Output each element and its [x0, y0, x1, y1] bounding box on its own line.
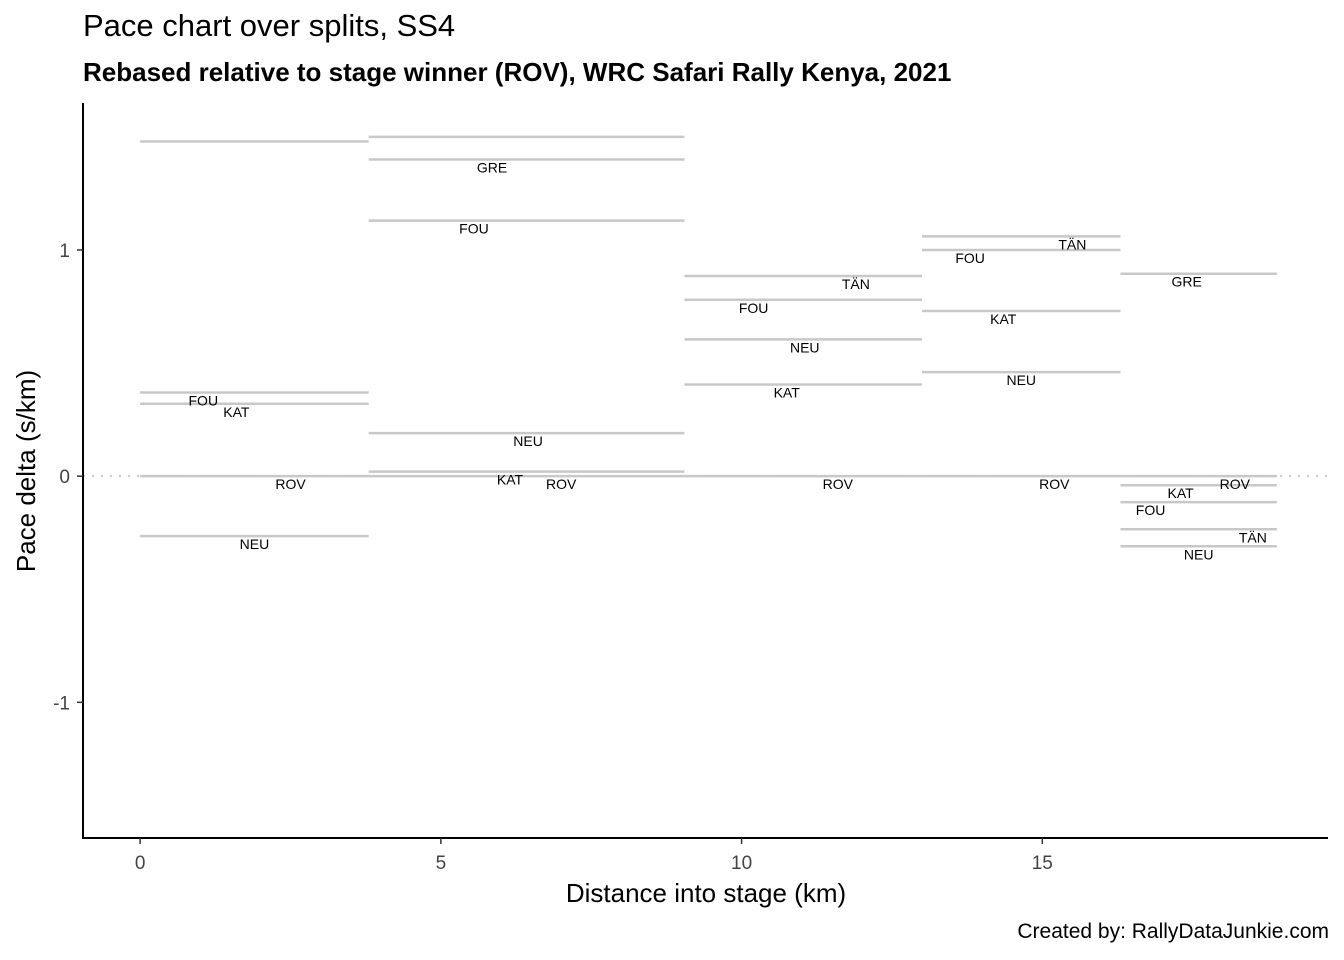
segment-label: TÄN	[1058, 236, 1086, 252]
segment-label: ROV	[275, 476, 306, 492]
x-ticks-layer: 0 5 10 15	[135, 838, 1053, 874]
x-axis-title: Distance into stage (km)	[566, 878, 846, 908]
x-tick-label: 0	[135, 853, 146, 874]
y-tick-label: 1	[59, 241, 70, 262]
segment-label: TÄN	[1239, 529, 1267, 545]
segment-label: TÄN	[842, 276, 870, 292]
segment-label: ROV	[1039, 476, 1070, 492]
segment-label: KAT	[223, 404, 250, 420]
segment-label: GRE	[1171, 274, 1201, 290]
chart-title: Pace chart over splits, SS4	[83, 8, 456, 43]
x-tick-label: 10	[731, 853, 752, 874]
segment-label: NEU	[1184, 546, 1214, 562]
segment-label: ROV	[823, 476, 854, 492]
segment-label: KAT	[1168, 485, 1195, 501]
segment-label: NEU	[240, 536, 270, 552]
segment-label: GRE	[477, 160, 507, 176]
segment-label: FOU	[1136, 502, 1166, 518]
axes-layer	[82, 103, 1328, 839]
segment-label: KAT	[990, 311, 1017, 327]
segment-label: FOU	[459, 221, 489, 237]
segment-label: ROV	[1220, 476, 1251, 492]
segment-label: FOU	[189, 392, 219, 408]
segment-labels-layer: NEUROVKATFOUROVKATNEUFOUGREROVKATNEUFOUT…	[189, 160, 1267, 563]
segment-label: ROV	[546, 476, 577, 492]
segments-layer	[140, 135, 1277, 548]
x-tick-label: 5	[436, 853, 447, 874]
segment-label: KAT	[497, 472, 524, 488]
segment-label: FOU	[739, 300, 769, 316]
y-tick-label: -1	[53, 693, 70, 714]
chart-caption: Created by: RallyDataJunkie.com	[1017, 920, 1329, 943]
segment-label: NEU	[1006, 372, 1036, 388]
segment-label: NEU	[790, 339, 820, 355]
x-tick-label: 15	[1032, 853, 1053, 874]
y-ticks-layer: -1 0 1	[53, 241, 83, 714]
y-axis-title: Pace delta (s/km)	[11, 370, 41, 572]
chart-subtitle: Rebased relative to stage winner (ROV), …	[83, 57, 952, 87]
segment-label: FOU	[955, 250, 985, 266]
y-tick-label: 0	[59, 467, 70, 488]
segment-label: NEU	[513, 433, 543, 449]
segment-label: KAT	[774, 385, 801, 401]
